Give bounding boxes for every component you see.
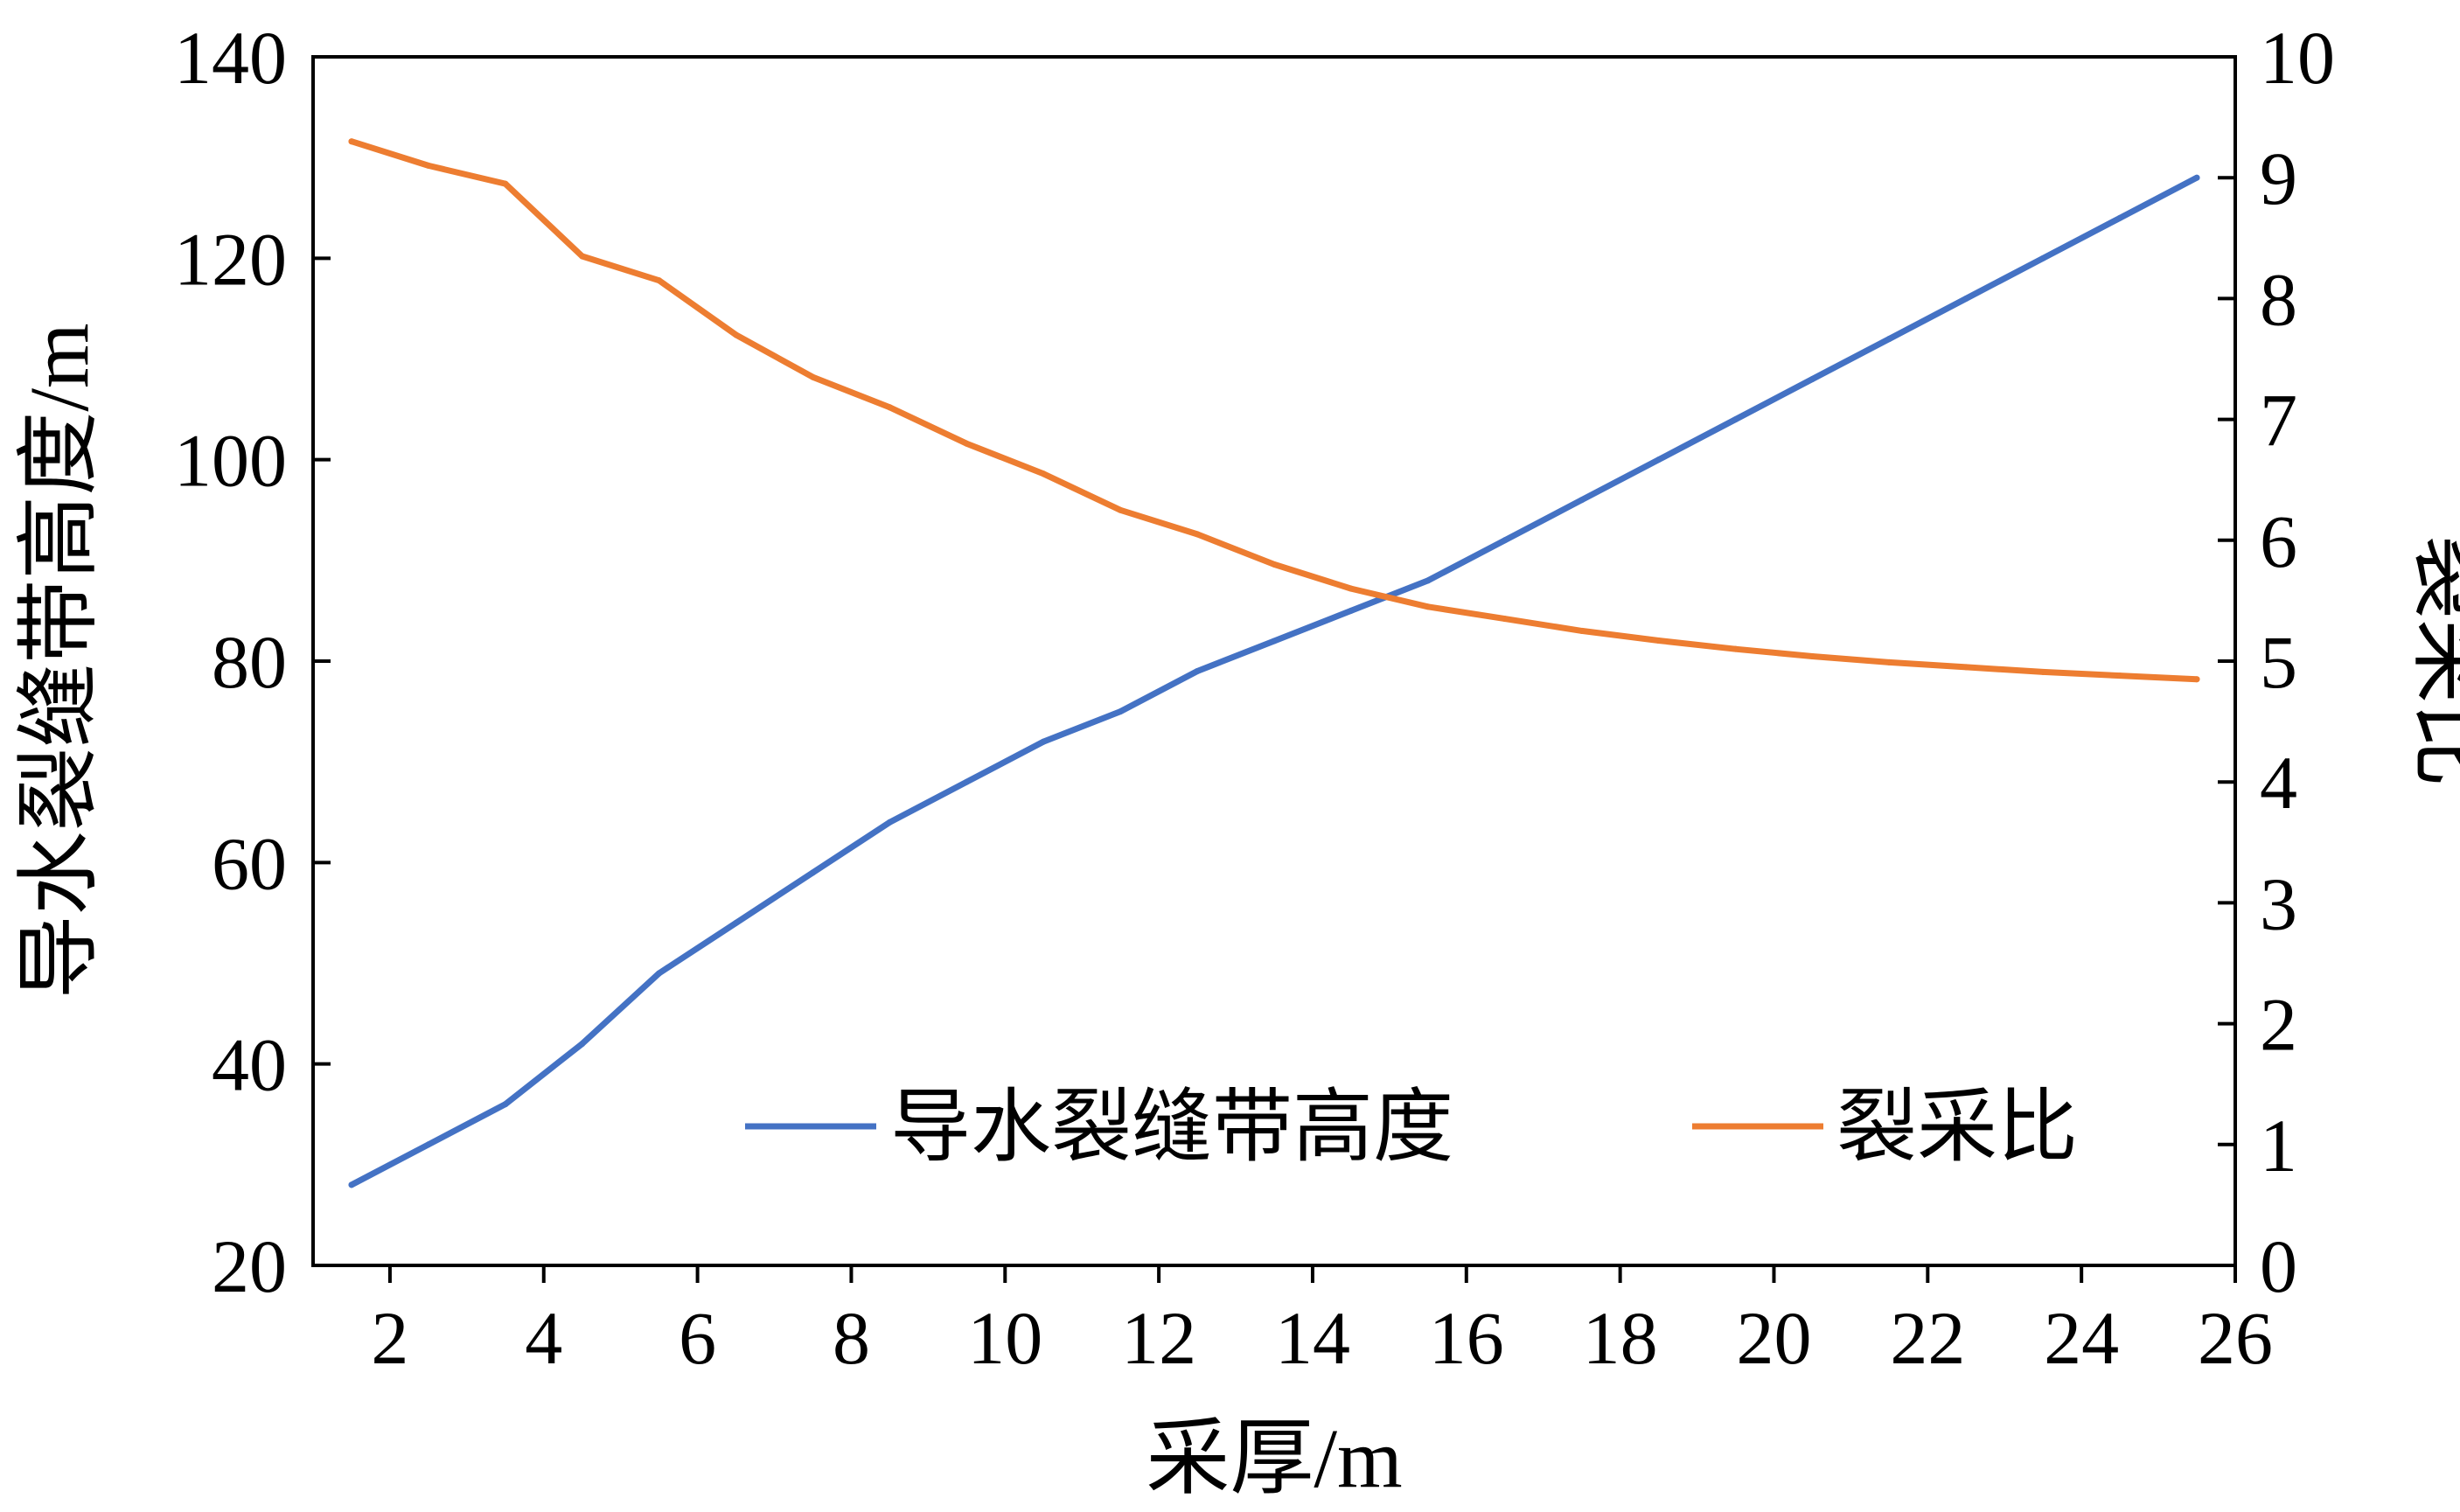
- right-y-tick-label: 9: [2260, 136, 2297, 220]
- legend: 导水裂缝带高度 裂采比: [745, 1083, 2078, 1172]
- data-point-series-1: [579, 1041, 586, 1048]
- x-tick-label: 22: [1890, 1296, 1965, 1380]
- x-tick-label: 10: [967, 1296, 1042, 1380]
- x-tick-label: 6: [679, 1296, 716, 1380]
- data-point-series-1: [425, 1141, 432, 1148]
- right-y-tick-label: 8: [2260, 257, 2297, 341]
- right-y-tick-label: 6: [2260, 499, 2297, 583]
- data-point-series-2: [2193, 676, 2200, 683]
- data-point-series-2: [579, 253, 586, 260]
- data-point-series-1: [1194, 668, 1201, 675]
- right-y-axis-title: 裂采比: [2404, 535, 2460, 787]
- data-point-series-2: [1348, 585, 1355, 592]
- x-tick-label: 8: [833, 1296, 870, 1380]
- data-point-series-1: [1962, 295, 1969, 302]
- legend-label-1: 导水裂缝带高度: [890, 1083, 1453, 1172]
- data-point-series-2: [2116, 672, 2123, 679]
- data-point-series-1: [2116, 214, 2123, 221]
- series-line-2: [348, 138, 2200, 683]
- data-point-series-2: [886, 404, 893, 411]
- legend-label-2: 裂采比: [1836, 1083, 2078, 1172]
- x-tick-label: 14: [1275, 1296, 1350, 1380]
- series-layer: [348, 138, 2200, 1188]
- data-point-series-1: [2039, 254, 2046, 261]
- data-point-series-2: [1578, 627, 1585, 634]
- data-point-series-2: [348, 138, 355, 145]
- data-point-series-1: [1348, 607, 1355, 614]
- x-tick-label: 2: [371, 1296, 408, 1380]
- left-y-axis-title: 导水裂缝带高度/m: [12, 323, 106, 999]
- data-point-series-2: [1732, 645, 1739, 652]
- data-point-series-2: [656, 277, 663, 284]
- data-point-series-2: [1425, 603, 1432, 610]
- x-axis: 2 4 6 8 10 12 14 16 18 20 22 24 26: [371, 1265, 2273, 1380]
- data-point-series-2: [425, 162, 432, 169]
- data-point-series-2: [1808, 652, 1815, 659]
- data-point-series-1: [1655, 456, 1662, 463]
- data-point-series-1: [1732, 416, 1739, 423]
- data-point-series-1: [1885, 335, 1892, 342]
- x-tick-label: 18: [1583, 1296, 1658, 1380]
- data-point-series-1: [1117, 708, 1124, 715]
- left-y-tick-label: 60: [212, 821, 287, 905]
- right-y-tick-label: 3: [2260, 861, 2297, 945]
- right-y-tick-label: 7: [2260, 379, 2297, 463]
- right-y-tick-label: 5: [2260, 620, 2297, 704]
- data-point-series-1: [1502, 537, 1509, 544]
- data-point-series-1: [1425, 577, 1432, 584]
- right-y-tick-label: 0: [2260, 1224, 2297, 1308]
- right-y-tick-label: 4: [2260, 741, 2297, 825]
- data-point-series-2: [733, 331, 740, 338]
- series-line-1: [348, 174, 2200, 1188]
- data-point-series-1: [1040, 738, 1047, 745]
- data-point-series-2: [1962, 664, 1969, 671]
- data-point-series-1: [656, 970, 663, 977]
- x-tick-label: 20: [1736, 1296, 1811, 1380]
- x-tick-label: 26: [2198, 1296, 2273, 1380]
- data-point-series-2: [502, 180, 509, 187]
- data-point-series-2: [963, 440, 970, 447]
- data-point-series-1: [2193, 174, 2200, 181]
- data-point-series-1: [348, 1181, 355, 1188]
- right-y-axis: 0 1 2 3 4 5 6 7 8 9 10: [2218, 16, 2335, 1308]
- data-point-series-1: [1808, 376, 1815, 383]
- data-point-series-1: [1271, 638, 1278, 645]
- data-point-series-2: [1117, 506, 1124, 513]
- data-point-series-1: [963, 778, 970, 785]
- left-y-tick-label: 140: [174, 16, 287, 100]
- data-point-series-2: [1655, 638, 1662, 645]
- x-tick-label: 4: [525, 1296, 562, 1380]
- data-point-series-2: [1885, 658, 1892, 665]
- data-point-series-1: [733, 919, 740, 926]
- data-point-series-2: [1271, 561, 1278, 568]
- left-y-tick-label: 80: [212, 620, 287, 704]
- data-point-series-2: [1040, 470, 1047, 477]
- left-y-axis: 20 40 60 80 100 120 140: [174, 16, 331, 1308]
- data-point-series-1: [809, 869, 816, 876]
- left-y-tick-label: 20: [212, 1224, 287, 1308]
- right-y-tick-label: 10: [2260, 16, 2335, 100]
- right-y-tick-label: 1: [2260, 1104, 2297, 1188]
- left-y-tick-label: 100: [174, 419, 287, 503]
- data-point-series-2: [1502, 616, 1509, 623]
- data-point-series-2: [1194, 531, 1201, 538]
- x-tick-label: 12: [1121, 1296, 1196, 1380]
- x-tick-label: 16: [1429, 1296, 1504, 1380]
- left-y-tick-label: 40: [212, 1023, 287, 1107]
- data-point-series-1: [502, 1101, 509, 1108]
- data-point-series-1: [1578, 497, 1585, 504]
- right-y-tick-label: 2: [2260, 983, 2297, 1067]
- x-tick-label: 24: [2044, 1296, 2119, 1380]
- data-point-series-2: [809, 373, 816, 380]
- data-point-series-1: [886, 819, 893, 826]
- x-axis-title: 采厚/m: [1146, 1411, 1402, 1505]
- data-point-series-2: [2039, 668, 2046, 675]
- left-y-tick-label: 120: [174, 217, 287, 301]
